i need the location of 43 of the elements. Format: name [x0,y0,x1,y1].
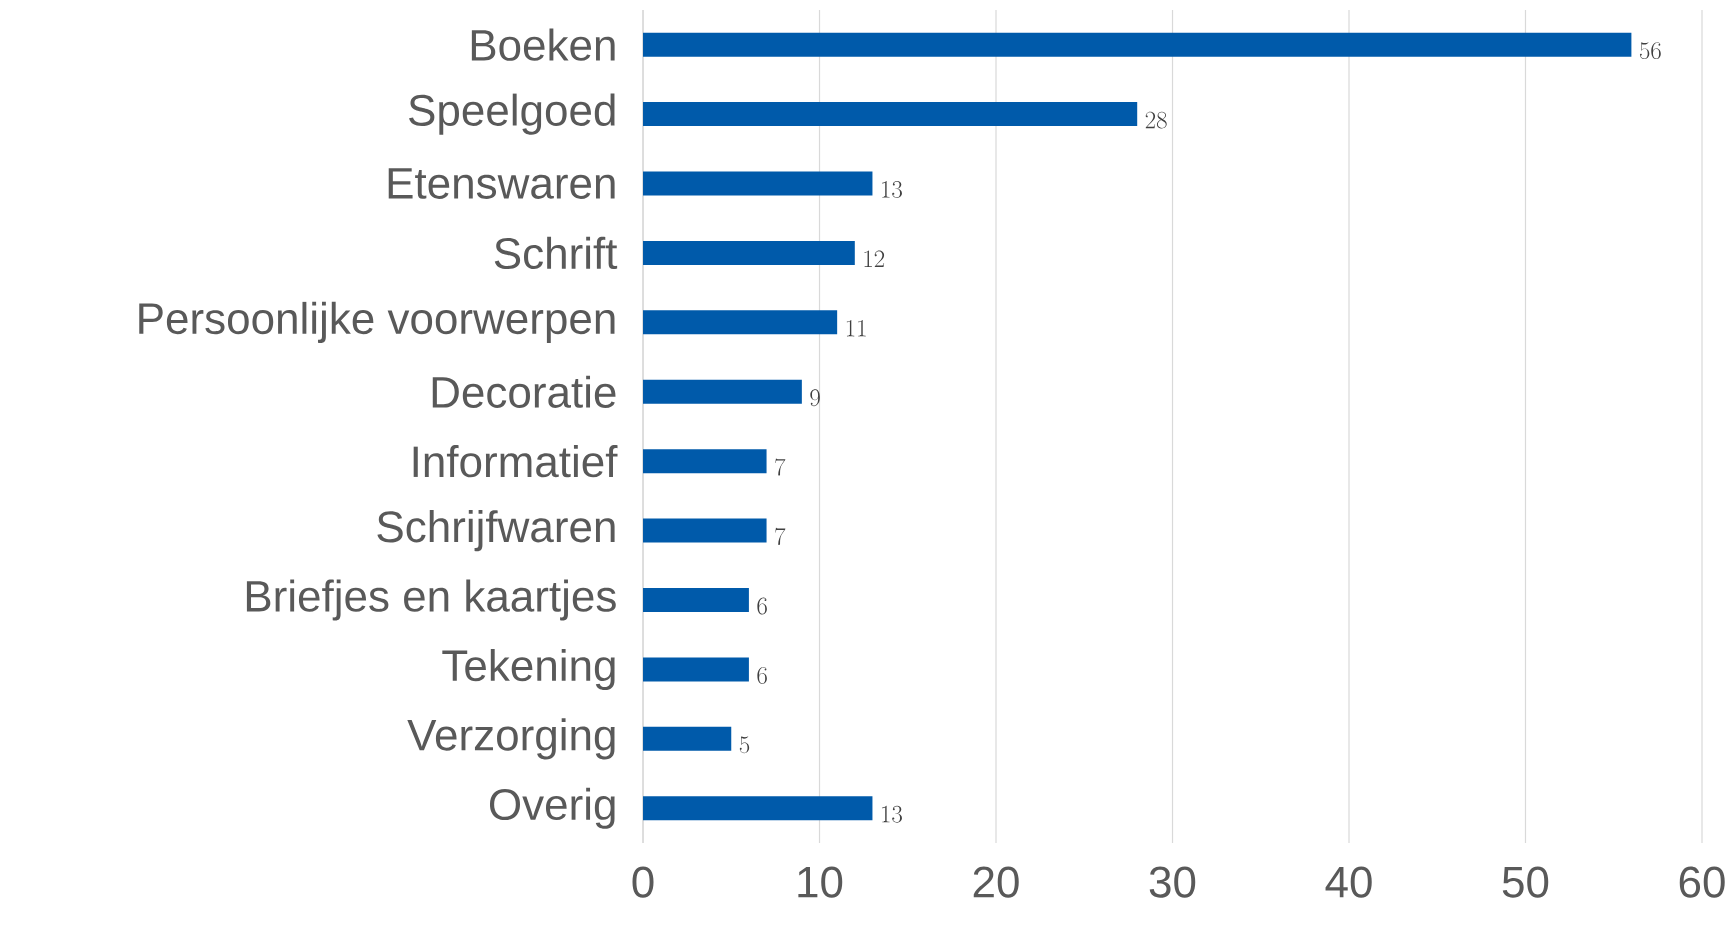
bar [643,102,1138,127]
data-label: 28 [1145,111,1167,129]
y-tick-label: Informatief [413,445,618,478]
y-tick-label: Persoonlijke voorwerpen [139,301,615,343]
y-tick-label: Etenswaren [388,168,615,199]
x-tick-label: 50 [1502,866,1549,898]
data-label: 7 [775,527,786,546]
bar [643,240,855,265]
bar [643,449,767,474]
data-label: 12 [864,250,885,267]
x-tick-label: 0 [632,866,654,898]
y-tick-label: Boeken [471,28,615,61]
x-tick-label: 20 [973,866,1019,898]
data-label: 6 [757,597,767,615]
data-label: 9 [810,389,820,407]
x-tick-label: 40 [1325,866,1372,898]
data-label: 7 [775,458,786,476]
y-tick-label: Verzorging [407,718,615,760]
bar [643,726,732,751]
y-tick-label: Decoratie [432,375,616,408]
bar [643,171,873,196]
y-tick-label: Speelgoed [409,93,615,135]
bar [643,588,749,613]
y-tick-label: Schrift [494,236,618,270]
data-label: 5 [739,736,750,754]
data-label: 6 [757,667,767,684]
bar [643,379,802,404]
data-label: 13 [882,805,902,823]
bar [643,796,873,821]
data-label: 13 [882,181,902,198]
data-label: 11 [846,319,866,337]
x-tick-label: 30 [1149,866,1196,898]
y-tick-label: Tekening [442,648,615,690]
x-tick-label: 60 [1679,866,1725,898]
bar [643,32,1632,57]
bar [643,657,749,682]
x-tick-label: 10 [798,866,843,898]
y-tick-label: Schrijfwaren [377,510,615,552]
data-label: 56 [1639,42,1661,60]
y-tick-label: Overig [489,787,615,829]
y-tick-label: Briefjes en kaartjes [246,579,616,621]
bar [643,518,767,543]
bar [643,310,838,335]
